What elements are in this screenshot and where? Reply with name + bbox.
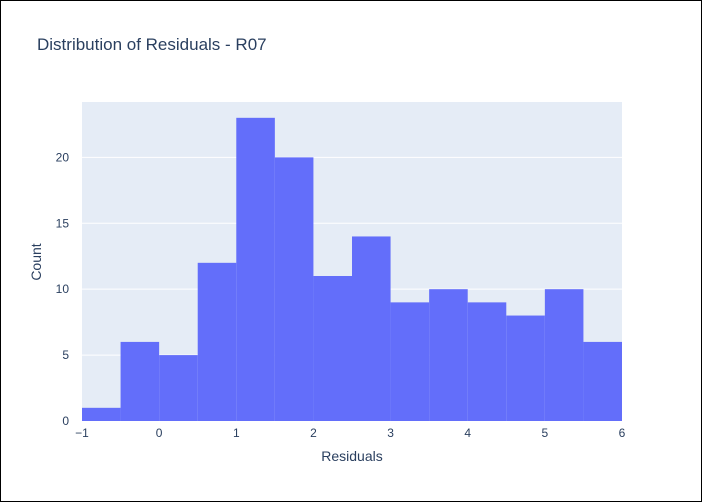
histogram-bar-9 xyxy=(429,289,468,421)
histogram-bar-2 xyxy=(159,355,198,421)
histogram-bar-1 xyxy=(120,341,160,421)
x-tick-label: 0 xyxy=(156,426,163,440)
y-tick-label: 10 xyxy=(56,282,70,296)
histogram-bar-12 xyxy=(544,289,584,421)
histogram-bar-11 xyxy=(506,315,545,421)
chart-title: Distribution of Residuals - R07 xyxy=(37,35,267,54)
histogram-bar-8 xyxy=(390,302,430,421)
x-tick-label: 2 xyxy=(310,426,317,440)
histogram-bar-5 xyxy=(274,157,314,421)
histogram-bar-10 xyxy=(467,302,507,421)
y-axis-ticks: 0 5 10 15 20 xyxy=(56,150,70,428)
histogram-bar-3 xyxy=(197,262,237,421)
x-axis-ticks: −1 0 1 2 3 4 5 6 xyxy=(75,426,626,440)
histogram-bar-7 xyxy=(352,236,391,421)
x-tick-label: 3 xyxy=(387,426,394,440)
histogram-bar-13 xyxy=(583,341,622,421)
y-tick-label: 0 xyxy=(62,414,69,428)
histogram-bar-4 xyxy=(236,117,275,422)
y-tick-label: 15 xyxy=(56,216,70,230)
x-tick-label: 6 xyxy=(619,426,626,440)
x-tick-label: −1 xyxy=(75,426,89,440)
histogram-bar-0 xyxy=(82,407,121,421)
x-axis-label: Residuals xyxy=(321,448,383,464)
histogram-bars xyxy=(82,117,622,422)
x-tick-label: 1 xyxy=(233,426,240,440)
y-tick-label: 20 xyxy=(56,150,70,164)
x-tick-label: 4 xyxy=(464,426,471,440)
x-tick-label: 5 xyxy=(542,426,549,440)
y-tick-label: 5 xyxy=(62,348,69,362)
histogram-bar-6 xyxy=(313,276,352,421)
y-axis-label: Count xyxy=(28,243,44,281)
